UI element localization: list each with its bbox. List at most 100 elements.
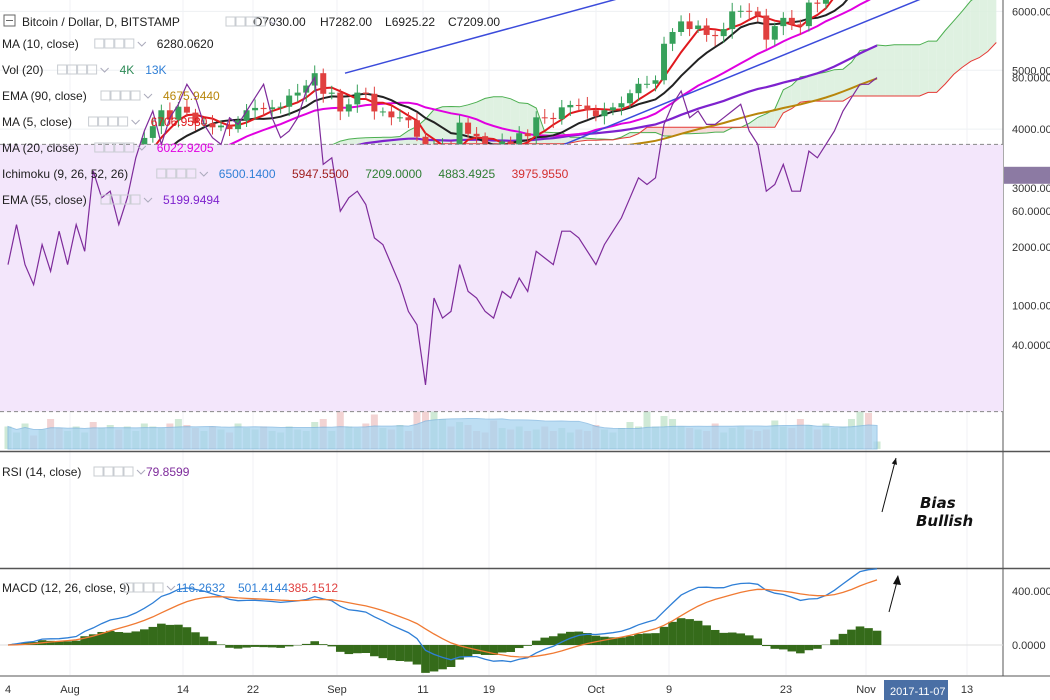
cloud-segment [894,44,903,96]
macd-histogram-bar [378,645,388,659]
cloud-segment [868,44,878,96]
macd-histogram-bar [514,645,524,649]
control-icon [176,168,187,179]
macd-histogram-bar [199,636,209,645]
dropdown-icon [166,585,176,591]
rsi-title: RSI (14, close) [2,465,81,479]
macd-histogram-bar [284,645,294,647]
macd-histogram-bar [54,641,64,645]
candle-body [405,117,412,121]
macd-histogram-bar [847,629,856,645]
legend-value: 4K [120,63,135,77]
legend-label: MA (10, close) [2,37,79,51]
legend-label: EMA (55, close) [2,193,87,207]
candle-body [166,110,173,120]
macd-histogram-bar [642,633,652,645]
macd-histogram-bar [489,645,498,656]
legend-value: 5199.9494 [163,193,220,207]
control-icon [235,16,246,27]
control-icon [94,38,105,49]
macd-histogram-bar [191,632,200,645]
cloud-segment [485,96,494,144]
macd-histogram-bar [744,635,754,645]
candle-body [584,105,591,111]
macd-histogram-bar [310,641,320,645]
candle-body [712,34,719,37]
macd-histogram-bar [634,633,643,645]
macd-value: 116.2632 [176,581,225,595]
cloud-segment [800,75,809,103]
macd-histogram-bar [838,633,848,645]
control-icon [88,116,99,127]
price-tick: 6000.00 [1012,6,1050,18]
legend-value: 6022.9205 [157,141,214,155]
candle-body [763,15,770,40]
cloud-segment [936,30,946,93]
macd-histogram-bar [855,626,865,645]
macd-histogram-bar [301,643,311,645]
candle-body [243,110,250,121]
legend-label: EMA (90, close) [2,89,87,103]
rsi-band [0,144,1003,412]
time-tick: 19 [483,684,495,696]
candle-body [703,25,710,35]
macd-histogram-bar [429,645,439,672]
candle-body [695,25,702,30]
legend-value: 6500.1400 [219,167,276,181]
ohlc-high: H7282.00 [320,15,372,29]
price-tick: 3000.00 [1012,183,1050,195]
candle-body [567,104,574,108]
legend-value: 7209.0000 [365,167,422,181]
macd-histogram-bar [523,645,533,646]
macd-histogram-bar [71,640,81,645]
cloud-segment [510,98,520,144]
candle-body [771,26,778,40]
candle-body [601,110,608,117]
dropdown-icon [199,171,209,177]
macd-histogram-bar [693,620,703,645]
control-icon [130,90,141,101]
macd-histogram-bar [804,645,814,651]
macd-histogram-bar [412,645,422,665]
macd-histogram-bar [719,632,728,645]
date-highlight-tag [884,680,948,700]
cloud-segment [757,113,767,128]
candle-body [260,107,267,110]
macd-histogram-bar [80,636,89,645]
macd-histogram-bar [506,645,515,653]
candle-body [286,95,293,107]
macd-histogram-bar [753,638,763,645]
dropdown-icon [137,145,147,151]
macd-histogram-bar [122,632,132,645]
macd-histogram-bar [761,645,771,647]
volume-ma-area [7,417,878,450]
macd-histogram-bar [370,645,379,657]
macd-histogram-bar [736,633,746,645]
control-icon [67,64,78,75]
ohlc-low: L6925.22 [385,15,435,29]
price-tick: 5000.00 [1012,65,1050,77]
cloud-segment [808,73,818,102]
control-icon [143,582,154,593]
legend-value: 4883.4925 [438,167,495,181]
candle-body [388,111,395,118]
cloud-segment [987,0,997,52]
macd-histogram-bar [216,644,226,645]
candle-body [797,24,804,27]
macd-histogram-bar [387,645,396,661]
legend-label: MA (5, close) [2,115,72,129]
candle-body [277,106,284,108]
control-icon [94,142,105,153]
volume-bars [4,366,881,450]
candle-body [626,93,633,104]
cloud-segment [493,96,503,144]
control-icon [110,90,121,101]
cloud-segment [502,96,511,144]
candle-body [362,92,369,94]
price-tick: 2000.00 [1012,242,1050,254]
legend-value: 6706.9580 [151,115,208,129]
candle-body [729,11,736,30]
cloud-segment [945,20,954,85]
control-icon [114,38,125,49]
macd-histogram-bar [872,630,882,645]
